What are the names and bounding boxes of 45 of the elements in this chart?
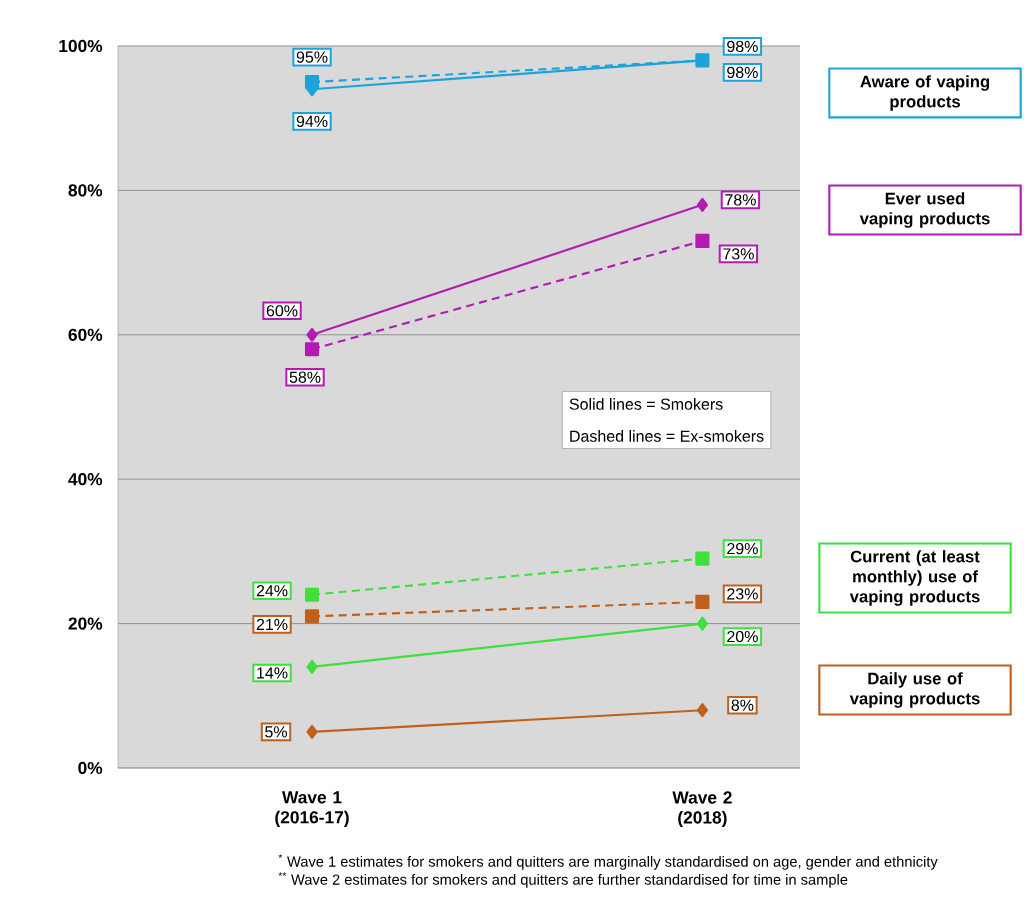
x-tick-label: Wave 2 (2018) [672, 791, 732, 828]
y-tick-label: 40% [68, 473, 103, 486]
point [304, 609, 320, 624]
data-label: 29% [727, 542, 758, 555]
point [695, 233, 710, 248]
text: $^{*}$ Wave 1 estimates for smokers and quitters are marginally standardised on age, gender and ethnicity [278, 854, 938, 870]
point [306, 659, 318, 674]
text: Ever used vaping products [859, 192, 990, 228]
data-label: 23% [727, 588, 758, 600]
x-tick-label: Wave 1 (2016-17) [275, 791, 349, 827]
annotation: Solid lines = Smokers [569, 398, 723, 410]
data-label: 14% [257, 667, 288, 679]
data-label: 98% [727, 66, 758, 79]
data-label: 21% [256, 618, 288, 630]
data-label: 24% [256, 585, 288, 597]
text: Current (at least monthly) use of vaping products [849, 550, 980, 606]
text: $^{**}$ Wave 2 estimates for smokers and quitters are further standardised for time in sample [278, 872, 848, 888]
point [304, 342, 320, 357]
point [304, 75, 320, 90]
point [304, 587, 320, 602]
y-tick-label: 20% [68, 617, 103, 630]
data-label: 98% [727, 40, 758, 53]
y-tick-label: 80% [68, 184, 103, 197]
data-label: 60% [266, 305, 298, 317]
data-label: 78% [725, 194, 756, 206]
data-label: 95% [296, 51, 328, 63]
point [696, 703, 708, 718]
text: Aware of vaping products [860, 75, 990, 111]
data-label: 94% [296, 115, 328, 127]
point [696, 197, 708, 212]
data-label: 20% [727, 630, 758, 643]
point [695, 594, 710, 609]
y-tick-label: 100% [59, 39, 103, 53]
data-label: 5% [265, 726, 288, 738]
point [696, 616, 708, 631]
data-label: 58% [289, 371, 321, 383]
y-tick-label: 60% [68, 328, 103, 341]
data-label: 8% [731, 699, 754, 711]
y-tick-label: 0% [78, 761, 103, 775]
annotation: Dashed lines = Ex-smokers [570, 430, 764, 442]
data-label: 73% [723, 248, 754, 260]
text: Daily use of vaping products [849, 672, 980, 708]
point [306, 724, 318, 739]
point [695, 551, 710, 566]
point [306, 327, 318, 342]
